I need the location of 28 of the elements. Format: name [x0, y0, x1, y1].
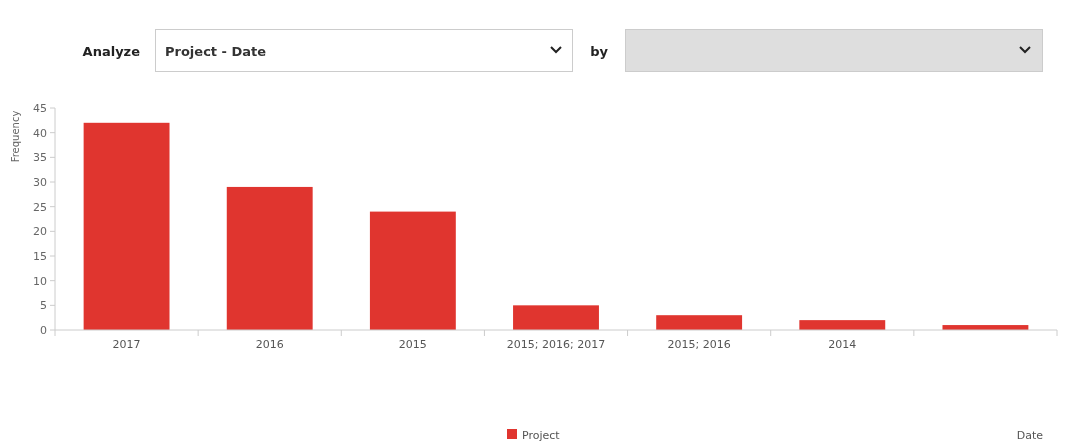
y-tick-label: 15 — [33, 250, 47, 263]
y-tick-label: 0 — [40, 324, 47, 337]
dropdown-field: Project - Date — [155, 29, 573, 72]
x-tick-label: 2015; 2016; 2017 — [506, 338, 606, 351]
bar — [83, 122, 170, 330]
text: Date — [1016, 429, 1044, 442]
bar — [656, 315, 743, 330]
text: by — [590, 44, 609, 59]
bar — [369, 211, 456, 330]
y-tick-label: 20 — [33, 225, 47, 239]
x-tick-label: 2015; 2016 — [667, 338, 731, 351]
bar — [226, 186, 313, 330]
x-tick-label: 2017 — [112, 338, 141, 351]
y-axis-title: Frequency — [10, 110, 21, 163]
y-tick-label: 35 — [33, 151, 47, 165]
x-tick-label: 2016 — [255, 338, 284, 351]
y-tick-label: 40 — [33, 126, 47, 140]
y-tick-label: 5 — [40, 299, 47, 313]
y-tick-label: 45 — [33, 102, 47, 115]
bar — [799, 320, 886, 330]
text: Analyze — [82, 44, 141, 59]
x-tick-label: 2015 — [398, 338, 427, 351]
bar — [513, 305, 599, 330]
x-tick-label: 2014 — [828, 338, 857, 351]
y-tick-label: 25 — [33, 200, 47, 214]
y-tick-label: 30 — [33, 176, 47, 189]
legend-label: Project — [522, 429, 561, 442]
y-tick-label: 10 — [33, 274, 47, 288]
